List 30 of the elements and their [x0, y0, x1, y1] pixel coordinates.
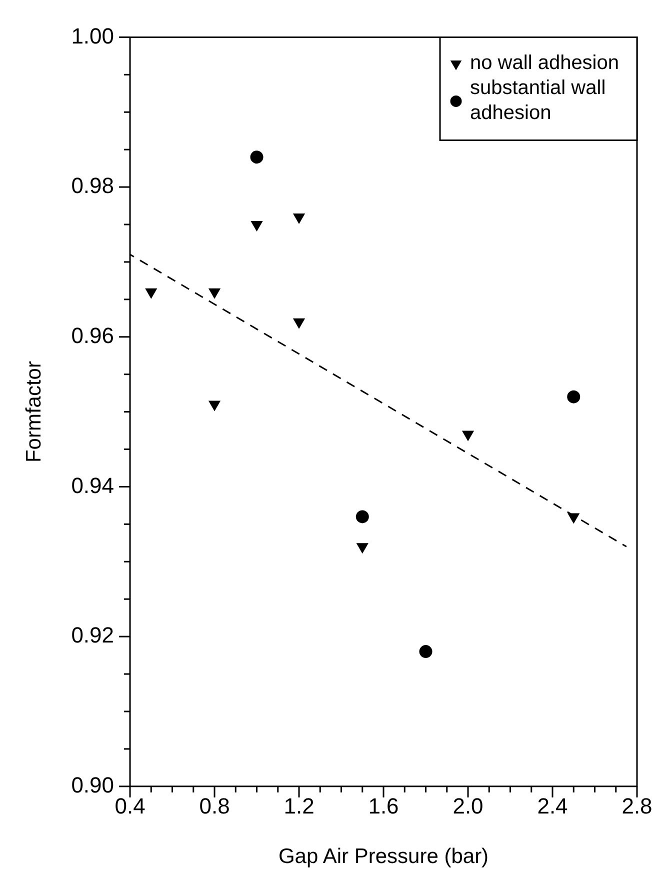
point — [568, 513, 580, 524]
point — [293, 214, 305, 224]
y-tick-label: 0.98 — [71, 173, 114, 198]
point — [208, 400, 220, 411]
point — [462, 430, 474, 441]
x-tick-label: 2.0 — [452, 794, 484, 819]
point — [356, 543, 368, 554]
y-tick-label: 0.96 — [71, 322, 114, 348]
y-tick-label: 0.94 — [71, 472, 114, 498]
x-tick-label: 0.8 — [199, 794, 230, 819]
x-tick-label: 2.8 — [622, 794, 652, 819]
x-tick-label: 0.4 — [114, 794, 146, 819]
x-tick-label: 1.6 — [368, 794, 399, 819]
y-tick-label: 1.00 — [71, 23, 114, 48]
x-tick-label: 1.2 — [284, 794, 314, 819]
y-axis-title: Formfactor — [22, 361, 46, 463]
legend-label: no wall adhesion — [470, 52, 620, 74]
point — [419, 645, 432, 658]
point — [356, 510, 369, 524]
point — [250, 150, 264, 164]
point — [567, 390, 580, 404]
point — [208, 288, 220, 298]
legend-label: substantial wall adhesion — [470, 77, 606, 124]
x-axis-title: Gap Air Pressure (bar) — [278, 845, 489, 868]
y-tick-label: 0.92 — [71, 622, 114, 648]
y-tick-label: 0.90 — [71, 772, 114, 798]
x-tick-label: 2.4 — [537, 794, 568, 819]
point — [251, 221, 262, 231]
point — [145, 288, 157, 298]
point — [293, 318, 305, 328]
